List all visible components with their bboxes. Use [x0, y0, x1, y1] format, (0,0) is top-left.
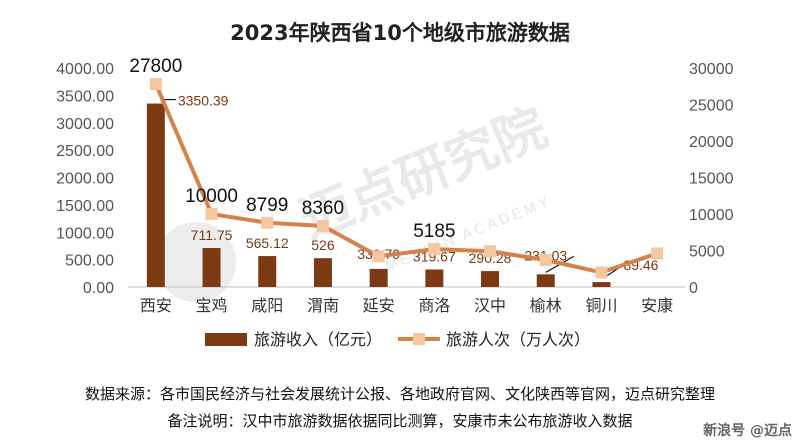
- left-axis: 0.00 500.00 1000.00 1500.00 2000.00 2500.00 30…: [56, 61, 114, 297]
- bar-data-label: 3350.39: [178, 93, 229, 109]
- bar: [313, 258, 332, 287]
- left-axis-tick: 500.00: [65, 253, 114, 270]
- category-labels: 西安 宝鸡 咸阳 渭南 延安 商洛 汉中 榆林 铜川 安康: [140, 296, 673, 315]
- line-series: 27800 10000 8799 8360 5185: [129, 56, 664, 279]
- legend-line-label: 旅游人次（万人次）: [446, 330, 590, 349]
- bar: [536, 274, 555, 287]
- brand-name: 新浪号: [703, 423, 746, 439]
- bar: [481, 271, 500, 287]
- left-axis-tick: 2500.00: [56, 143, 114, 160]
- legend: 旅游收入（亿元） 旅游人次（万人次）: [205, 330, 590, 349]
- line-marker: [595, 266, 608, 279]
- category-label: 安康: [641, 296, 673, 315]
- left-axis-tick: 3500.00: [56, 88, 114, 105]
- line-marker: [651, 247, 664, 260]
- line-marker: [316, 219, 329, 232]
- line-marker: [428, 243, 441, 256]
- bar: [258, 256, 277, 287]
- left-axis-tick: 2000.00: [56, 171, 114, 188]
- chart-title: 2023年陕西省10个地级市旅游数据: [230, 21, 570, 45]
- line-marker: [149, 78, 162, 91]
- right-axis-tick: 10000: [689, 207, 734, 224]
- category-label: 渭南: [307, 296, 339, 315]
- brand-mark: 新浪号 @迈点: [703, 420, 792, 440]
- line-data-label: 5185: [413, 221, 455, 242]
- source-note: 数据来源：各市国民经济与社会发展统计公报、各地政府官网、文化陕西等官网，迈点研究…: [84, 385, 715, 403]
- remark-note: 备注说明：汉中市旅游数据依据同比测算，安康市未公布旅游收入数据: [167, 412, 633, 430]
- line-marker: [539, 253, 552, 266]
- right-axis: 0 5000 10000 15000 20000 25000 30000: [689, 61, 734, 297]
- bar: [369, 268, 388, 287]
- bar-data-label: 526: [311, 237, 335, 253]
- line-marker: [205, 208, 218, 220]
- bar: [592, 282, 611, 287]
- left-axis-tick: 1500.00: [56, 198, 114, 215]
- line-marker: [372, 250, 385, 263]
- bar-series: 3350.39711.75565.12526330.70319.67290.28…: [146, 93, 659, 287]
- bar: [202, 248, 221, 287]
- category-label: 商洛: [418, 296, 450, 315]
- line-data-label: 27800: [129, 56, 182, 77]
- legend-line-marker: [413, 333, 425, 345]
- left-axis-tick: 3000.00: [56, 116, 114, 133]
- left-axis-tick: 0.00: [83, 280, 114, 297]
- left-axis-tick: 4000.00: [56, 61, 114, 78]
- bar: [425, 269, 444, 287]
- left-axis-tick: 1000.00: [56, 225, 114, 242]
- bar: [146, 103, 165, 287]
- right-axis-tick: 5000: [689, 244, 725, 261]
- category-label: 延安: [363, 296, 395, 315]
- legend-bar-label: 旅游收入（亿元）: [254, 330, 382, 349]
- line-marker: [484, 245, 497, 258]
- line-marker: [261, 216, 274, 229]
- category-label: 榆林: [530, 296, 562, 315]
- right-axis-tick: 20000: [689, 134, 734, 151]
- category-label: 铜川: [585, 296, 617, 315]
- right-axis-tick: 15000: [689, 171, 734, 188]
- right-axis-tick: 30000: [689, 61, 734, 78]
- line-data-label: 10000: [185, 186, 238, 207]
- line-data-label: 8360: [302, 198, 344, 219]
- series-line: [154, 83, 658, 275]
- category-label: 汉中: [474, 296, 506, 315]
- bar-data-label: 565.12: [246, 235, 289, 251]
- bar-data-label: 711.75: [191, 227, 233, 243]
- right-axis-tick: 0: [689, 280, 698, 297]
- category-label: 西安: [140, 296, 172, 315]
- category-label: 咸阳: [251, 296, 283, 315]
- legend-bar-swatch: [205, 333, 247, 346]
- category-label: 宝鸡: [196, 296, 228, 315]
- right-axis-tick: 25000: [689, 98, 734, 115]
- line-data-label: 8799: [246, 195, 288, 216]
- brand-handle: @迈点: [750, 423, 792, 439]
